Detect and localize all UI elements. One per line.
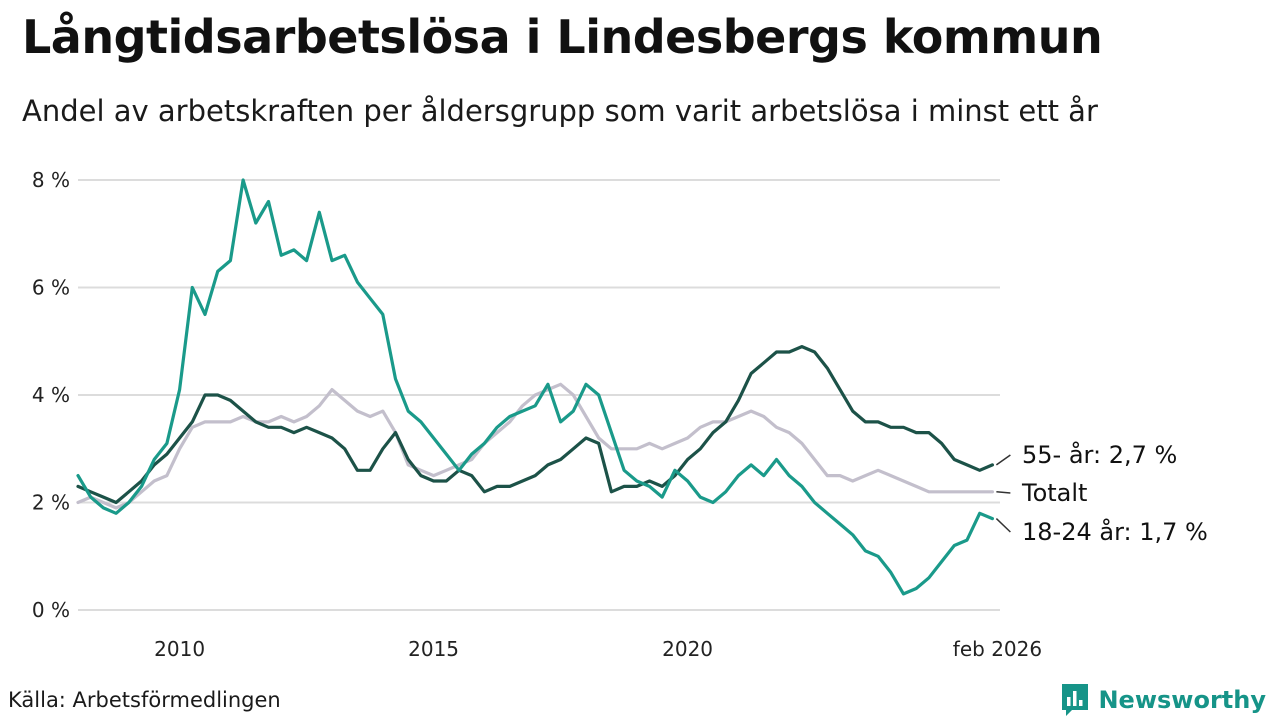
x-tick-label: 2010 (154, 637, 205, 661)
series-end-label: Totalt (1021, 479, 1087, 507)
y-tick-label: 8 % (32, 168, 70, 192)
x-tick-label: 2020 (662, 637, 713, 661)
series-end-label: 18-24 år: 1,7 % (1022, 517, 1208, 546)
brand-name: Newsworthy (1098, 686, 1266, 714)
label-leader (995, 518, 1011, 533)
series-line (76, 345, 994, 505)
source-note: Källa: Arbetsförmedlingen (8, 688, 281, 712)
chart-subtitle: Andel av arbetskraften per åldersgrupp s… (22, 94, 1098, 128)
x-tick-label: 2015 (408, 637, 459, 661)
label-leader (995, 454, 1011, 466)
series-line (76, 382, 994, 510)
y-tick-label: 6 % (32, 276, 70, 300)
series-line (76, 178, 994, 596)
label-leader (996, 491, 1011, 494)
y-tick-label: 4 % (32, 383, 70, 407)
chart-title: Långtidsarbetslösa i Lindesbergs kommun (22, 10, 1103, 64)
series-end-label: 55- år: 2,7 % (1022, 440, 1177, 469)
bar-chart-icon (1062, 684, 1089, 716)
y-tick-label: 2 % (32, 491, 70, 515)
x-tick-label: feb 2026 (953, 637, 1042, 661)
y-tick-label: 0 % (32, 598, 70, 622)
newsworthy-logo[interactable]: Newsworthy (1060, 682, 1266, 718)
